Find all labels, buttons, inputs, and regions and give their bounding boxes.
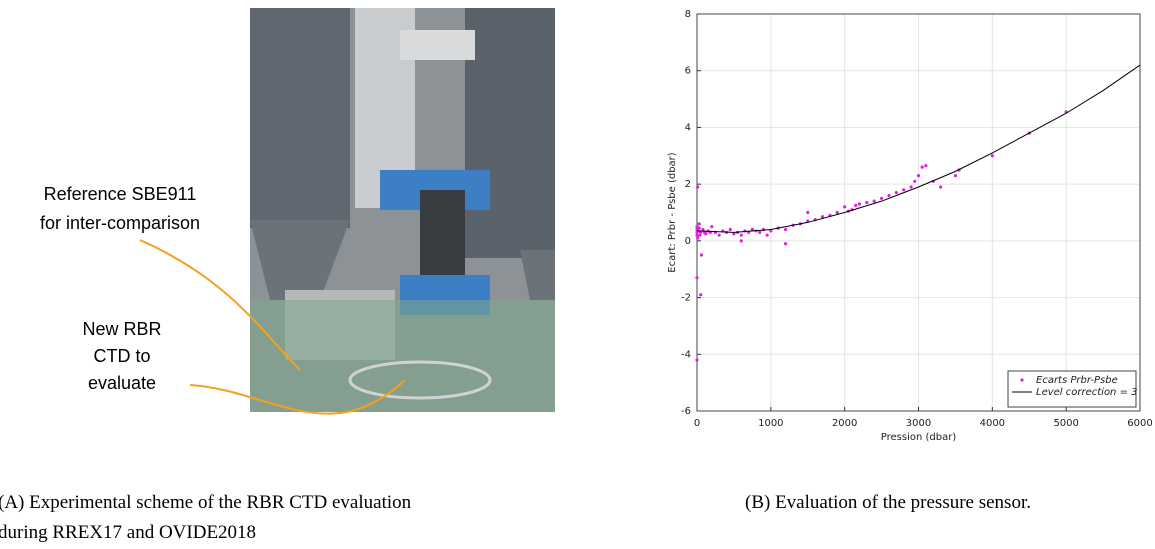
x-tick-label: 1000 (758, 418, 783, 429)
caption: (B) Evaluation of the pressure sensor. (745, 492, 1031, 513)
point (728, 227, 732, 232)
point (843, 205, 847, 209)
y-tick-label: 4 (685, 122, 691, 133)
point (765, 233, 769, 237)
y-tick-label: -2 (681, 293, 691, 304)
point (902, 188, 906, 192)
arrow (189, 379, 406, 415)
point (695, 276, 699, 280)
annotation: evaluate (88, 373, 156, 393)
point (872, 199, 876, 203)
y-tick-label: 0 (685, 236, 691, 247)
y-tick-label: -6 (681, 406, 691, 417)
point (879, 196, 884, 200)
x-tick-label: 5000 (1053, 418, 1078, 429)
chart: 0 1000 2000 3000 4000 5000 6000 -6 -4 -2 0 2 4 6 8 Pres… (667, 9, 1153, 443)
photo (250, 8, 555, 412)
point (699, 253, 704, 257)
point (697, 226, 701, 230)
y-axis-label: Ecart: Prbr - Psbe (dbar) (667, 152, 678, 272)
point (913, 179, 917, 183)
y-tick-label: 2 (685, 179, 691, 190)
point (750, 227, 754, 232)
point (739, 233, 743, 237)
x-axis-label: Pression (dbar) (881, 432, 957, 443)
point (939, 185, 943, 189)
point (894, 191, 898, 195)
y-tick-label: -4 (681, 349, 691, 360)
arrows (139, 239, 406, 415)
legend-label: Level correction = 3 (1036, 387, 1138, 398)
point (739, 239, 743, 243)
annotation: Reference SBE911 (44, 184, 197, 204)
annotation: New RBR (82, 319, 161, 339)
point (806, 210, 810, 215)
annotation: CTD to (93, 346, 150, 366)
line (696, 64, 1141, 233)
point (854, 203, 858, 208)
x-tick-label: 0 (694, 418, 700, 429)
point (699, 293, 703, 297)
y-tick-label: 8 (685, 9, 691, 20)
x-tick-label: 3000 (906, 418, 931, 429)
point (701, 227, 705, 232)
axes-frame (696, 13, 1141, 412)
x-tick-label: 2000 (832, 418, 857, 429)
point (920, 165, 924, 169)
x-tick-label: 4000 (980, 418, 1005, 429)
point (695, 233, 699, 237)
legend-label: Ecarts Prbr-Psbe (1036, 375, 1118, 386)
point (696, 236, 700, 240)
point (717, 233, 721, 237)
point (696, 185, 700, 189)
annotation: for inter-comparison (40, 213, 200, 233)
point (857, 202, 862, 206)
point (732, 232, 736, 236)
caption: (A) Experimental scheme of the RBR CTD e… (0, 492, 412, 513)
legend-marker (1020, 378, 1024, 382)
arrow (139, 239, 301, 371)
point (710, 225, 714, 229)
point (784, 227, 788, 232)
y-tick-label: 6 (685, 66, 691, 77)
point (916, 174, 921, 178)
legend-box (1007, 370, 1137, 408)
point (697, 222, 701, 226)
point (865, 200, 869, 205)
x-tick-label: 6000 (1127, 418, 1152, 429)
point (695, 358, 699, 362)
point (820, 215, 825, 219)
point (698, 233, 702, 237)
point (784, 242, 788, 246)
point (909, 185, 913, 189)
point (704, 232, 708, 236)
point (953, 174, 958, 178)
point (758, 230, 762, 234)
point (769, 229, 773, 233)
point (990, 154, 994, 158)
caption: during RREX17 and OVIDE2018 (0, 522, 256, 543)
point (924, 164, 928, 168)
point (835, 210, 839, 215)
point (887, 193, 891, 198)
